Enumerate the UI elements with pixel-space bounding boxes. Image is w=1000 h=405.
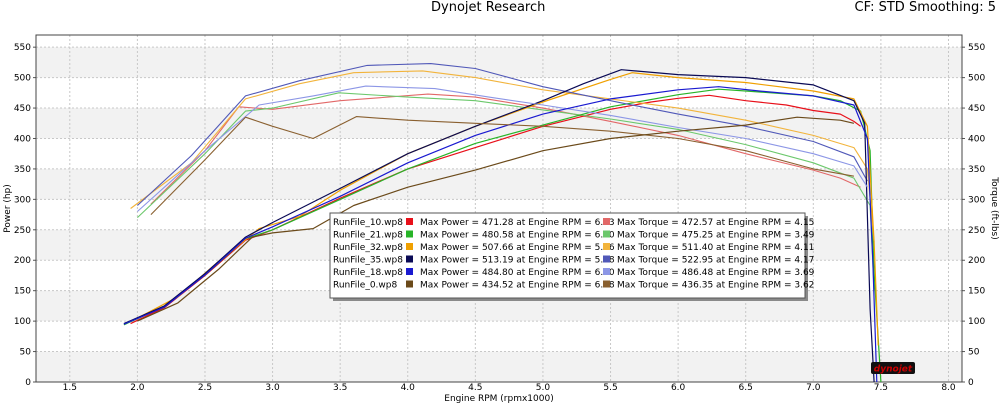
grid-band — [36, 108, 962, 139]
legend-max-torque: Max Torque = 475.25 at Engine RPM = 3.49 — [617, 231, 815, 241]
y-tick-label: 550 — [14, 43, 31, 53]
torque-line-RunFile_0.wp8 — [150, 116, 854, 215]
legend-torque-swatch — [603, 218, 610, 225]
legend-max-torque: Max Torque = 472.57 at Engine RPM = 4.15 — [617, 218, 814, 228]
legend-series-name: RunFile_21.wp8 — [333, 231, 403, 241]
y-axis-label-right: Torque (ft-lbs) — [989, 176, 999, 240]
plot-frame — [35, 34, 963, 383]
legend-torque-swatch — [603, 243, 610, 250]
power-line-RunFile_0.wp8 — [137, 116, 855, 322]
y-tick-label-right: 500 — [968, 74, 985, 84]
torque-line-RunFile_32.wp8 — [130, 70, 875, 243]
legend-series-name: RunFile_0.wp8 — [333, 281, 397, 291]
y-tick-label-right: 200 — [968, 256, 985, 266]
x-tick-label: 7.5 — [874, 383, 888, 393]
legend-series-name: RunFile_35.wp8 — [333, 256, 403, 266]
legend-power-swatch — [406, 230, 413, 238]
y-tick-label-right: 0 — [968, 378, 974, 388]
legend-max-power: Max Power = 480.58 at Engine RPM = 6.30 — [420, 231, 615, 241]
legend-series-name: RunFile_32.wp8 — [333, 243, 403, 253]
chart-title: Dynojet Research — [431, 0, 546, 15]
y-tick-label: 350 — [14, 165, 31, 175]
torque-line-RunFile_35.wp8 — [137, 63, 868, 206]
legend-power-swatch — [406, 243, 413, 250]
torque-line-RunFile_21.wp8 — [137, 92, 875, 291]
y-tick-label: 450 — [14, 104, 31, 114]
legend-power-swatch — [406, 280, 413, 288]
x-tick-label: 3.0 — [265, 383, 280, 393]
x-axis-label: Engine RPM (rpmx1000) — [444, 394, 553, 404]
y-tick-label: 200 — [14, 256, 31, 266]
x-tick-label: 7.0 — [806, 383, 821, 393]
legend-power-swatch — [406, 268, 413, 275]
legend-max-power: Max Power = 513.19 at Engine RPM = 5.58 — [420, 256, 615, 266]
y-tick-label: 150 — [14, 287, 31, 297]
x-tick-label: 5.5 — [603, 383, 617, 393]
y-tick-label-right: 100 — [968, 317, 985, 327]
legend-torque-swatch — [603, 268, 610, 275]
legend-max-power: Max Power = 434.52 at Engine RPM = 6.88 — [420, 281, 615, 291]
legend-max-torque: Max Torque = 511.40 at Engine RPM = 4.11 — [617, 243, 814, 253]
legend-torque-swatch — [603, 280, 610, 288]
y-axis-label-left: Power (hp) — [3, 184, 13, 233]
y-tick-label: 100 — [14, 317, 31, 327]
x-tick-label: 8.0 — [941, 383, 956, 393]
y-tick-label-right: 150 — [968, 287, 985, 297]
y-tick-label: 50 — [20, 348, 32, 358]
y-tick-label: 400 — [14, 134, 31, 144]
y-tick-label: 0 — [25, 378, 31, 388]
torque-line-RunFile_18.wp8 — [137, 85, 868, 212]
x-tick-label: 6.5 — [739, 383, 753, 393]
y-tick-label: 500 — [14, 74, 31, 84]
y-tick-label-right: 400 — [968, 134, 985, 144]
y-tick-label-right: 450 — [968, 104, 985, 114]
x-tick-label: 2.0 — [130, 383, 145, 393]
dynojet-logo-text: dynojet — [874, 365, 913, 375]
x-tick-label: 2.5 — [198, 383, 212, 393]
y-tick-label: 250 — [14, 226, 31, 236]
legend-torque-swatch — [603, 230, 610, 238]
x-tick-label: 5.0 — [536, 383, 551, 393]
y-tick-label-right: 550 — [968, 43, 985, 53]
x-tick-label: 1.5 — [63, 383, 77, 393]
y-tick-label-right: 50 — [968, 348, 980, 358]
dynojet-logo — [871, 362, 915, 374]
torque-line-RunFile_10.wp8 — [150, 93, 861, 205]
legend-max-torque: Max Torque = 522.95 at Engine RPM = 4.17 — [617, 256, 814, 266]
legend-max-torque: Max Torque = 486.48 at Engine RPM = 3.69 — [617, 268, 815, 278]
y-tick-label-right: 350 — [968, 165, 985, 175]
legend-max-power: Max Power = 484.80 at Engine RPM = 6.30 — [420, 268, 615, 278]
y-tick-label: 300 — [14, 195, 31, 205]
x-tick-label: 3.5 — [333, 383, 347, 393]
plot-area — [36, 35, 962, 382]
x-tick-label: 6.0 — [671, 383, 686, 393]
legend-power-swatch — [406, 218, 413, 225]
legend-max-power: Max Power = 471.28 at Engine RPM = 6.23 — [420, 218, 615, 228]
power-line-RunFile_35.wp8 — [123, 69, 875, 383]
power-line-RunFile_18.wp8 — [123, 86, 878, 383]
x-tick-label: 4.5 — [468, 383, 482, 393]
legend-max-torque: Max Torque = 436.35 at Engine RPM = 3.62 — [617, 281, 814, 291]
legend-max-power: Max Power = 507.66 at Engine RPM = 5.66 — [420, 243, 615, 253]
legend-series-name: RunFile_18.wp8 — [333, 268, 403, 278]
y-tick-label-right: 250 — [968, 226, 985, 236]
legend-series-name: RunFile_10.wp8 — [333, 218, 403, 228]
x-tick-label: 4.0 — [401, 383, 416, 393]
chart-info: CF: STD Smoothing: 5 — [854, 0, 996, 15]
legend-torque-swatch — [603, 255, 610, 263]
grid-band — [36, 47, 962, 78]
grid-band — [36, 351, 962, 382]
y-tick-label-right: 300 — [968, 195, 985, 205]
legend-power-swatch — [406, 255, 413, 263]
